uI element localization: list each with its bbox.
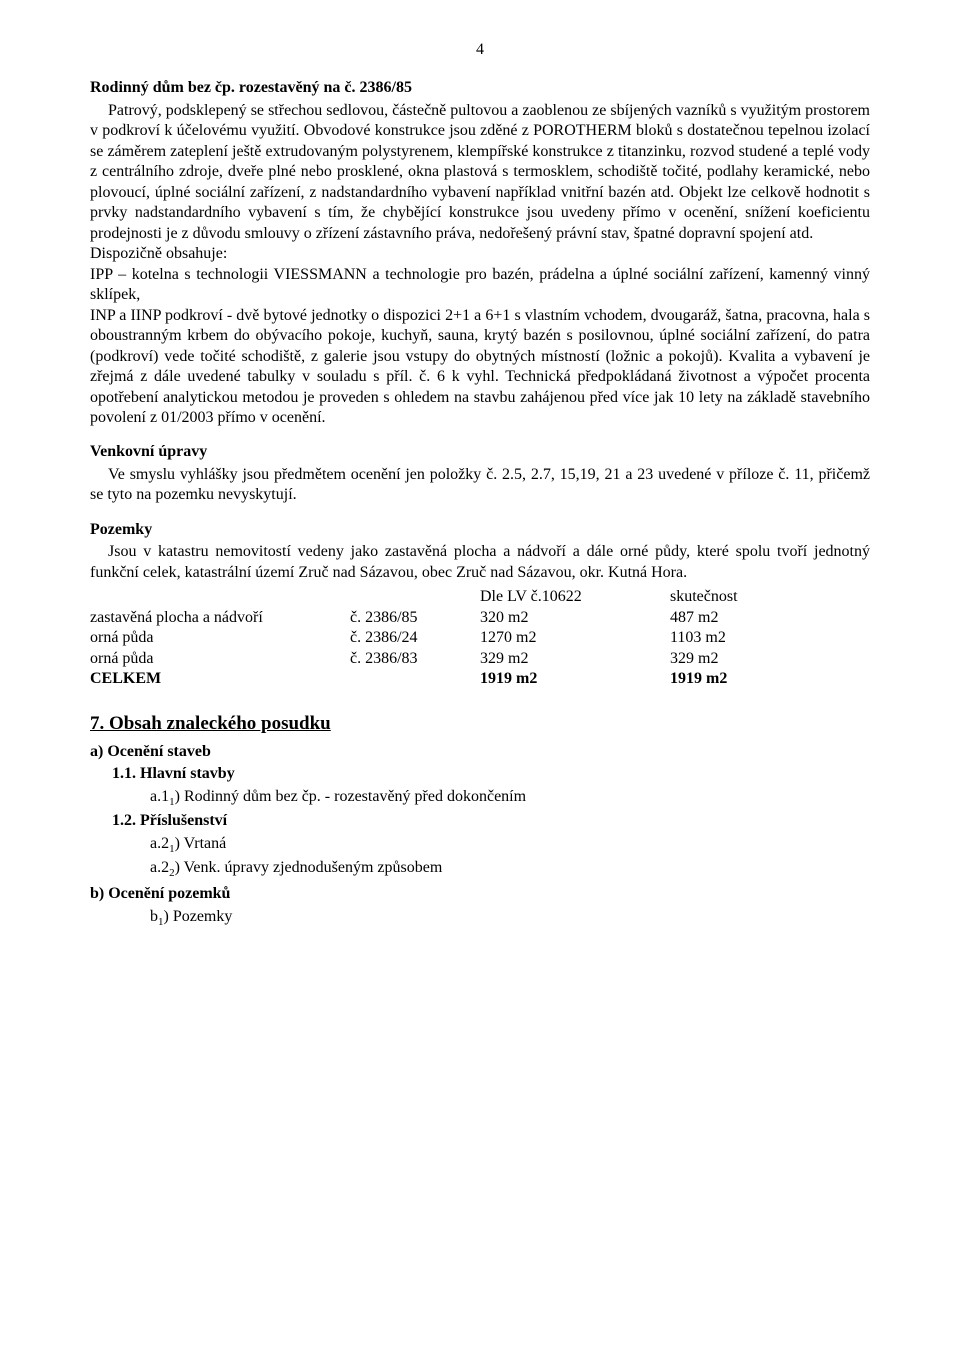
heading-rodinny-dum: Rodinný dům bez čp. rozestavěný na č. 23… (90, 78, 870, 98)
section-b-heading: b) Ocenění pozemků (90, 884, 870, 904)
item-text: ) Pozemky (164, 908, 233, 925)
table-header-empty-b (350, 587, 480, 607)
table-cell: 320 m2 (480, 608, 670, 628)
table-cell: orná půda (90, 628, 350, 648)
parcels-table: Dle LV č.10622 skutečnost zastavěná ploc… (90, 587, 870, 689)
table-row: orná půda č. 2386/24 1270 m2 1103 m2 (90, 628, 870, 648)
paragraph-3: Ve smyslu vyhlášky jsou předmětem oceněn… (90, 465, 870, 506)
table-total-skut: 1919 m2 (670, 669, 860, 689)
item-prefix: a.1 (150, 788, 169, 805)
item-prefix: a.2 (150, 835, 169, 852)
item-prefix: b (150, 908, 158, 925)
table-header-skutecnost: skutečnost (670, 587, 860, 607)
document-page: 4 Rodinný dům bez čp. rozestavěný na č. … (0, 0, 960, 1371)
table-cell: 1103 m2 (670, 628, 860, 648)
table-cell-empty (350, 669, 480, 689)
table-cell: 329 m2 (670, 649, 860, 669)
item-text: ) Vrtaná (175, 835, 227, 852)
table-header-row: Dle LV č.10622 skutečnost (90, 587, 870, 607)
paragraph-2c: INP a IINP podkroví - dvě bytové jednotk… (90, 306, 870, 429)
table-cell: orná půda (90, 649, 350, 669)
table-cell: 329 m2 (480, 649, 670, 669)
paragraph-2a: Dispozičně obsahuje: (90, 244, 870, 264)
paragraph-2b: IPP – kotelna s technologii VIESSMANN a … (90, 265, 870, 306)
paragraph-4: Jsou v katastru nemovitostí vedeny jako … (90, 542, 870, 583)
table-cell: č. 2386/85 (350, 608, 480, 628)
item-a2-2: a.22) Venk. úpravy zjednodušeným způsobe… (150, 858, 870, 880)
section-7-heading: 7. Obsah znaleckého posudku (90, 712, 870, 736)
table-cell: zastavěná plocha a nádvoří (90, 608, 350, 628)
heading-venkovni-upravy: Venkovní úpravy (90, 442, 870, 462)
page-number: 4 (90, 40, 870, 60)
table-total-label: CELKEM (90, 669, 350, 689)
item-b1: b1) Pozemky (150, 907, 870, 929)
table-header-lv: Dle LV č.10622 (480, 587, 670, 607)
item-prefix: a.2 (150, 859, 169, 876)
table-total-row: CELKEM 1919 m2 1919 m2 (90, 669, 870, 689)
item-a1-1: a.11) Rodinný dům bez čp. - rozestavěný … (150, 787, 870, 809)
table-cell: 1270 m2 (480, 628, 670, 648)
table-row: orná půda č. 2386/83 329 m2 329 m2 (90, 649, 870, 669)
table-header-empty-a (90, 587, 350, 607)
table-cell: č. 2386/24 (350, 628, 480, 648)
section-a-heading: a) Ocenění staveb (90, 742, 870, 762)
table-cell: č. 2386/83 (350, 649, 480, 669)
section-1-1-heading: 1.1. Hlavní stavby (112, 764, 870, 784)
heading-pozemky: Pozemky (90, 520, 870, 540)
item-text: ) Rodinný dům bez čp. - rozestavěný před… (175, 788, 526, 805)
item-text: ) Venk. úpravy zjednodušeným způsobem (175, 859, 443, 876)
item-a2-1: a.21) Vrtaná (150, 834, 870, 856)
table-total-lv: 1919 m2 (480, 669, 670, 689)
paragraph-1: Patrový, podsklepený se střechou sedlovo… (90, 101, 870, 244)
table-cell: 487 m2 (670, 608, 860, 628)
section-1-2-heading: 1.2. Příslušenství (112, 811, 870, 831)
table-row: zastavěná plocha a nádvoří č. 2386/85 32… (90, 608, 870, 628)
